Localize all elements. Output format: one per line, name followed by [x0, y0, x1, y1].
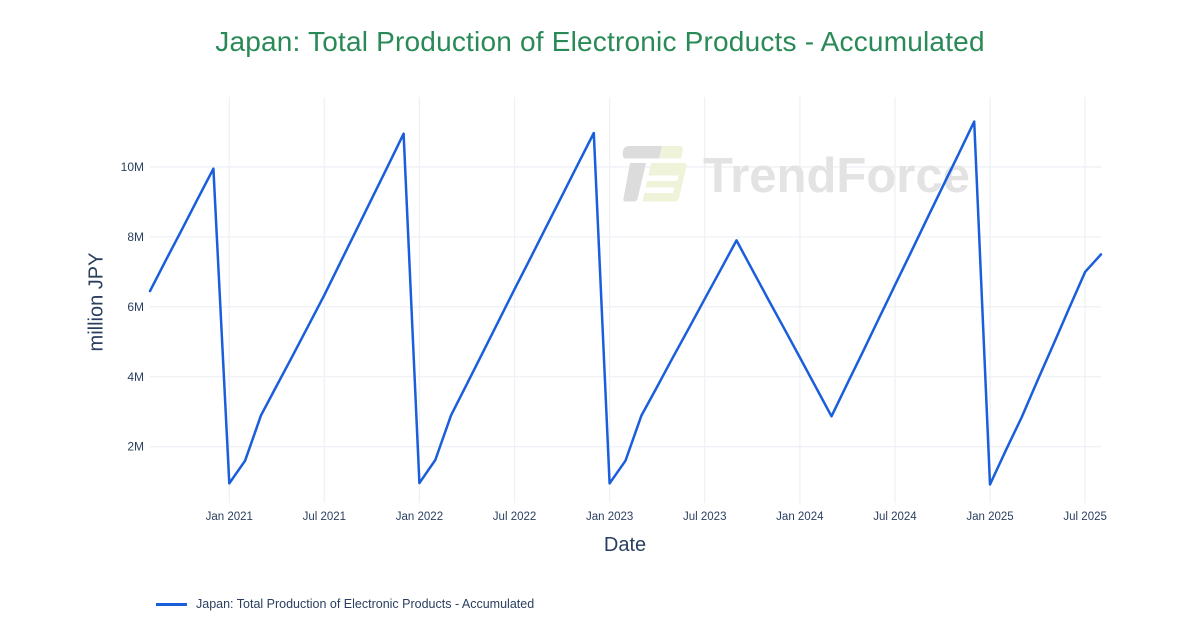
x-tick-label: Jan 2023: [586, 511, 633, 523]
x-tick-label: Jul 2025: [1063, 511, 1106, 523]
x-tick-label: Jan 2025: [966, 511, 1013, 523]
trendforce-watermark-text: TrendForce: [703, 149, 970, 203]
x-axis-title: Date: [603, 534, 647, 556]
trendforce-watermark: TrendForce: [622, 146, 970, 203]
legend-label: Japan: Total Production of Electronic Pr…: [196, 597, 535, 611]
data-line[interactable]: [148, 120, 1103, 486]
x-tick-label: Jul 2024: [873, 511, 917, 523]
x-tick-label: Jan 2022: [396, 511, 443, 523]
y-axis-title: million JPY: [85, 252, 108, 352]
x-tick-label: Jan 2024: [776, 511, 824, 523]
chart-title: Japan: Total Production of Electronic Pr…: [215, 26, 985, 57]
y-tick-labels: 2M 4M 6M 8M 10M: [121, 160, 144, 454]
x-tick-label: Jan 2021: [206, 511, 253, 523]
y-tick-label: 10M: [121, 160, 144, 174]
y-tick-label: 2M: [127, 440, 144, 454]
x-tick-labels: Jan 2021 Jul 2021 Jan 2022 Jul 2022 Jan 2023…: [206, 511, 1107, 523]
legend[interactable]: Japan: Total Production of Electronic Pr…: [156, 597, 534, 611]
x-tick-label: Jul 2022: [493, 511, 536, 523]
y-tick-label: 6M: [127, 300, 144, 314]
x-tick-label: Jul 2021: [303, 511, 346, 523]
line-series[interactable]: [148, 120, 1103, 486]
x-tick-label: Jul 2023: [683, 511, 726, 523]
trendforce-logo-icon: [622, 146, 687, 202]
legend-line-swatch: [156, 602, 187, 606]
y-tick-label: 8M: [127, 230, 144, 244]
y-tick-label: 4M: [127, 370, 144, 384]
